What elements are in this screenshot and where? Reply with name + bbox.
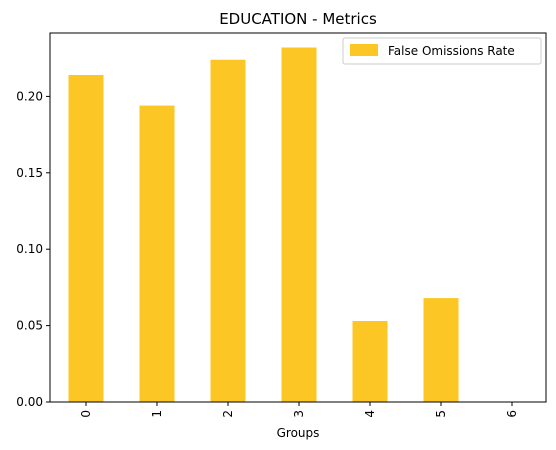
bar-3 xyxy=(281,47,317,402)
y-tick-label: 0.10 xyxy=(16,242,43,256)
x-tick-label: 0 xyxy=(79,410,93,418)
bar-0 xyxy=(68,75,104,403)
chart-title: EDUCATION - Metrics xyxy=(219,10,377,28)
bars xyxy=(68,47,459,403)
x-tick-label: 2 xyxy=(221,410,235,418)
y-tick-label: 0.00 xyxy=(16,395,43,409)
legend-box xyxy=(342,37,542,65)
bar-1 xyxy=(139,105,175,402)
x-tick-label: 4 xyxy=(363,410,377,418)
legend-swatch xyxy=(350,44,378,56)
y-tick-label: 0.20 xyxy=(16,89,43,103)
x-axis: 0 1 2 3 4 5 6 xyxy=(79,402,519,418)
y-axis: 0.00 0.05 0.10 0.15 0.20 xyxy=(16,89,50,409)
y-tick-label: 0.05 xyxy=(16,319,43,333)
x-tick-label: 1 xyxy=(150,410,164,418)
legend-label: False Omissions Rate xyxy=(388,44,515,58)
plot-frame xyxy=(49,32,547,403)
x-tick-label: 5 xyxy=(434,410,448,418)
bar-4 xyxy=(352,321,388,402)
bar-5 xyxy=(423,298,459,402)
bar-2 xyxy=(210,59,246,402)
y-tick-label: 0.15 xyxy=(16,166,43,180)
x-tick-label: 3 xyxy=(292,410,306,418)
x-axis-label: Groups xyxy=(277,426,320,440)
legend: False Omissions Rate xyxy=(342,37,542,65)
x-tick-label: 6 xyxy=(505,410,519,418)
